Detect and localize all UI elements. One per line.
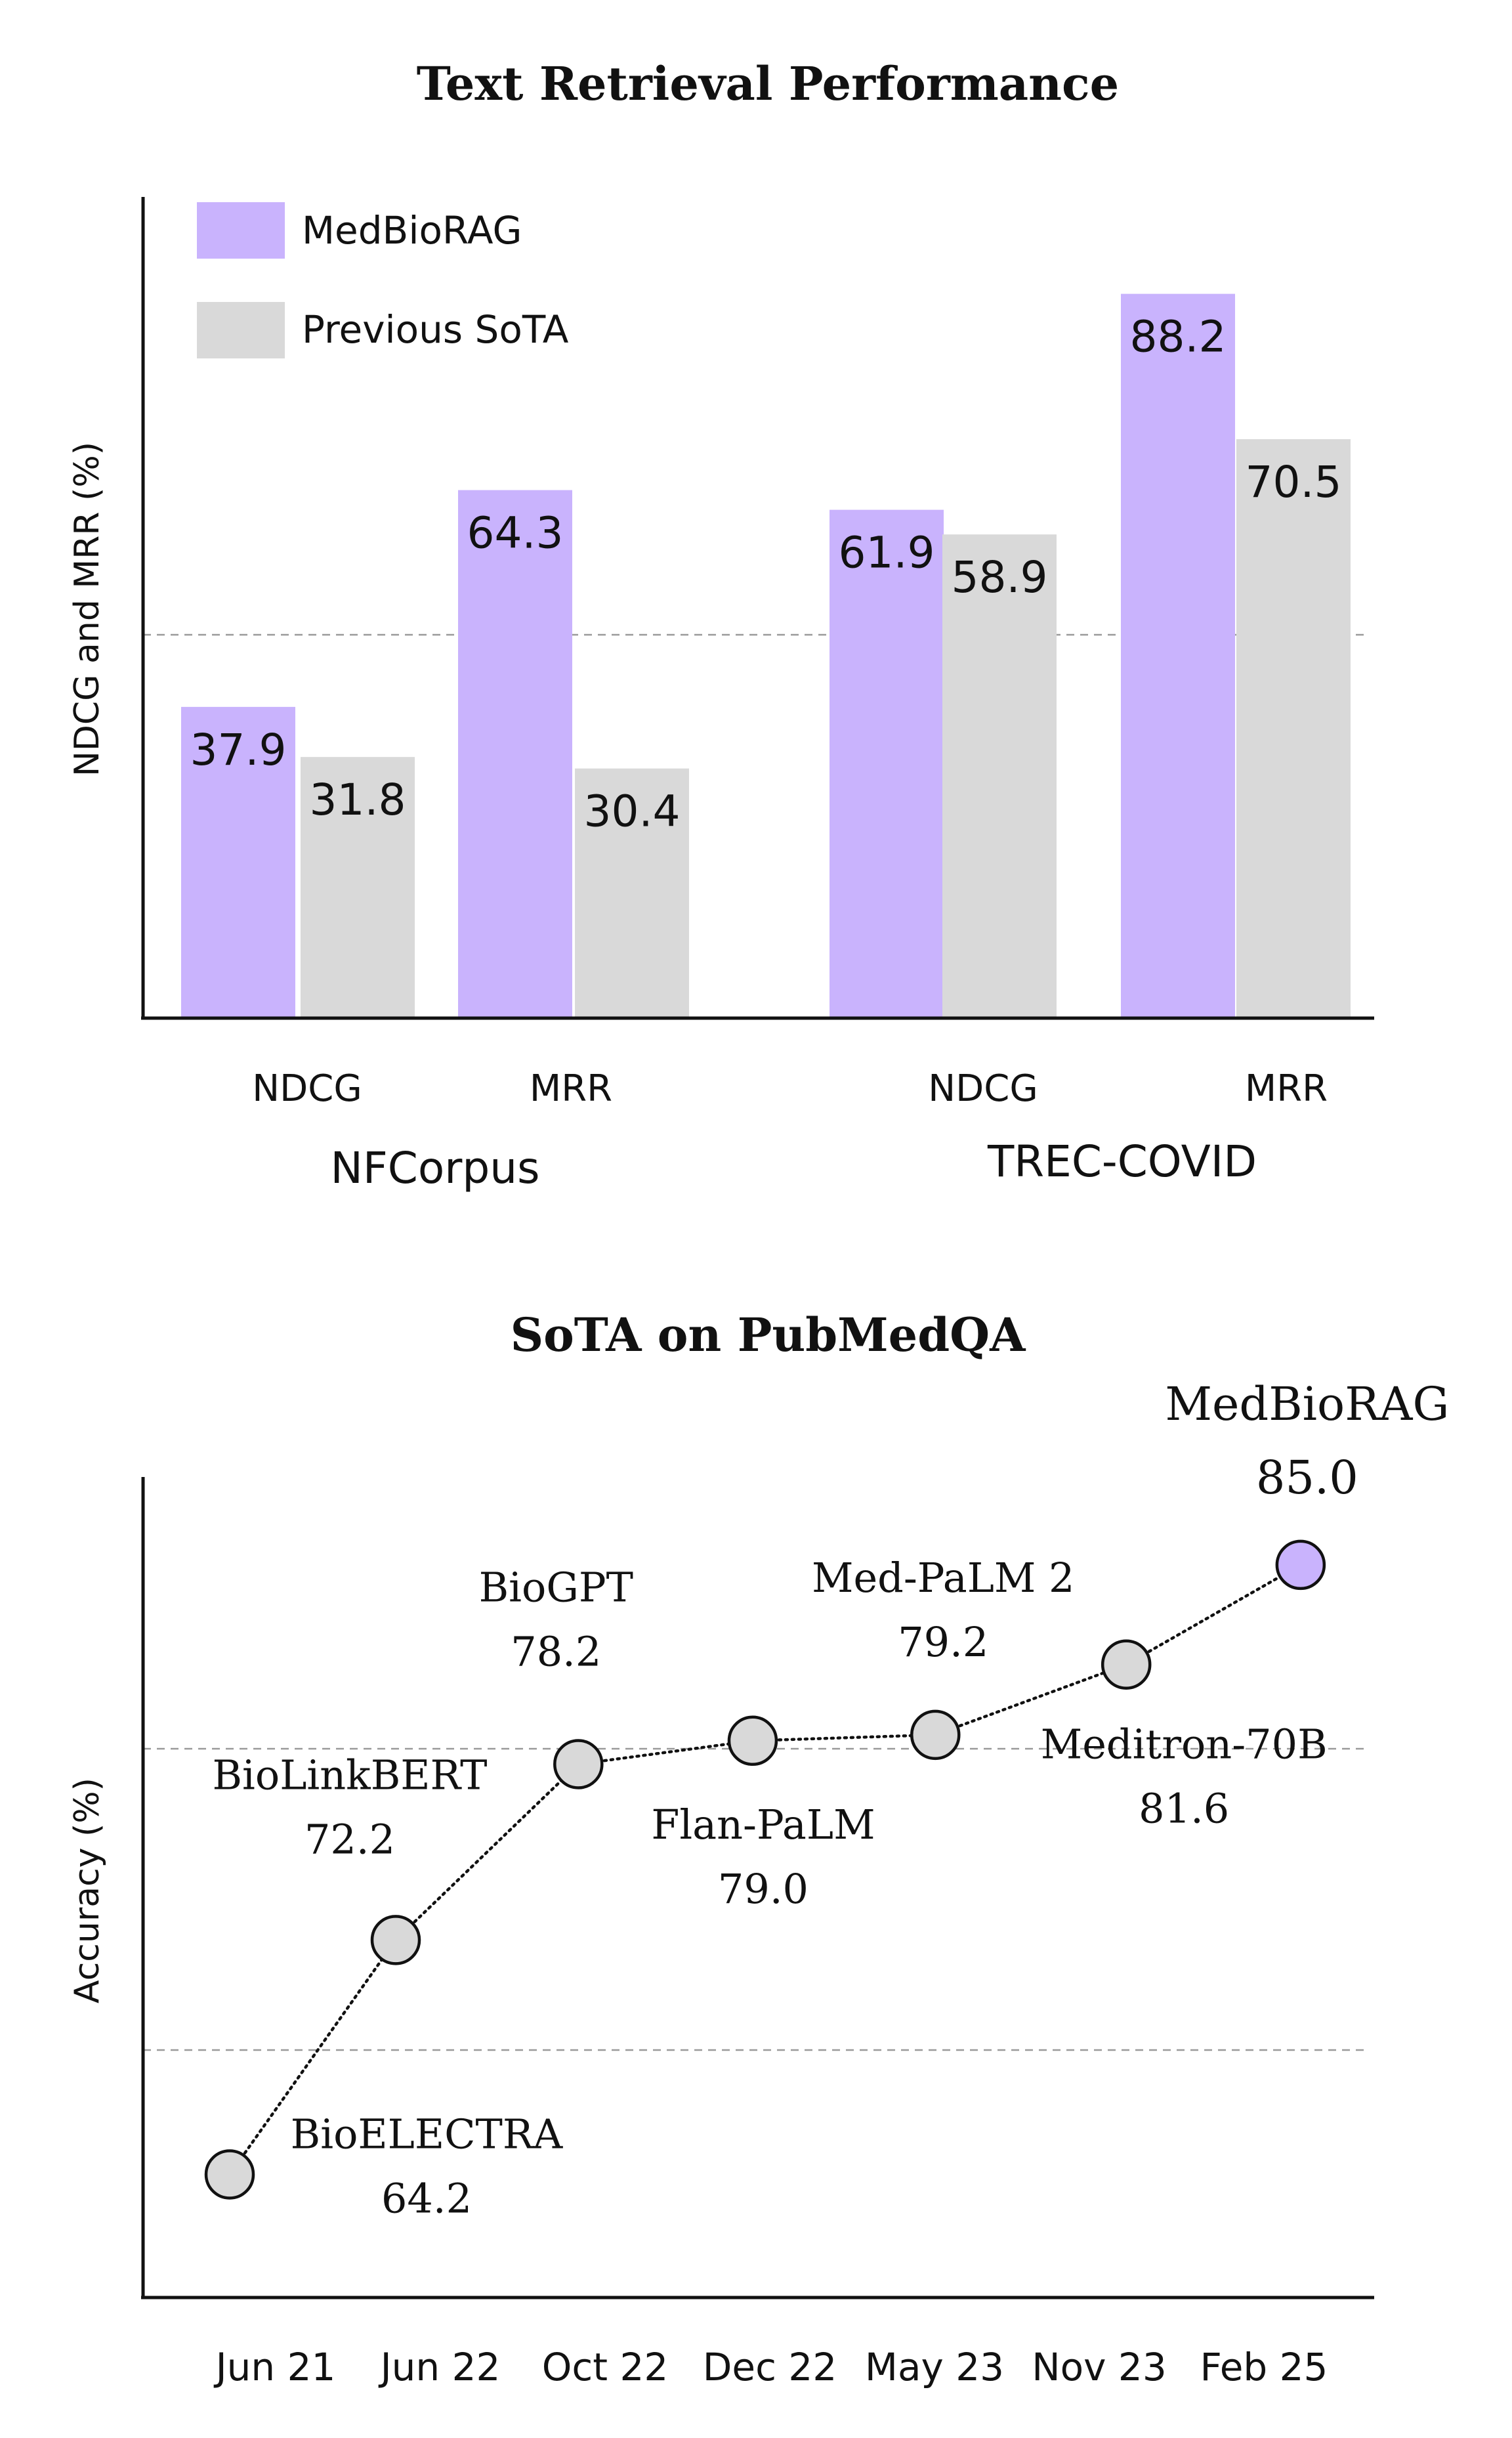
chart2-title: SoTA on PubMedQA [511,1308,1027,1362]
chart2-x-tick-label: Dec 22 [703,2345,837,2389]
point-med-palm-2 [910,1709,961,1761]
chart2-x-tick-labels: Jun 21 Jun 22 Oct 22 Dec 22 May 23 Nov 23 Feb … [214,2345,1328,2389]
bar-previous-sota-nfcorpus-ndcg [301,757,415,1018]
chart1-legend: MedBioRAG Previous SoTA [197,202,569,358]
chart1-bar-labels: 37.9 31.8 64.3 30.4 61.9 58.9 88.2 70.5 [190,312,1342,837]
chart1-y-axis-label: NDCG and MRR (%) [68,442,107,777]
legend-swatch-previous-sota [197,302,285,358]
bar-previous-sota-nfcorpus-mrr [575,768,689,1018]
chart1-x-tick-label: MRR [530,1067,612,1110]
point-model-label: BioGPT [479,1564,633,1612]
point-model-label: Med-PaLM 2 [812,1554,1075,1602]
bar-value-label: 88.2 [1130,312,1227,362]
point-model-label: BioLinkBERT [213,1751,488,1799]
legend-label-medbiorag: MedBioRAG [302,208,522,253]
chart2-x-tick-label: Jun 22 [379,2345,501,2389]
chart2-y-axis-label: Accuracy (%) [68,1778,107,2003]
bar-medbiorag-nfcorpus-mrr [458,490,572,1018]
point-model-label: Meditron-70B [1041,1721,1328,1768]
chart1-group-labels: NFCorpus TREC-COVID [330,1136,1257,1193]
bar-previous-sota-trec-covid-mrr [1236,439,1351,1018]
bar-medbiorag-trec-covid-ndcg [830,509,944,1018]
chart2-connector-line [577,1739,755,1766]
chart2-x-tick-label: Nov 23 [1032,2345,1166,2389]
point-model-label: MedBioRAG [1165,1377,1449,1431]
point-value-label: 78.2 [511,1628,601,1676]
legend-swatch-medbiorag [197,202,285,259]
point-biolinkbert [370,1915,421,1965]
bar-value-label: 61.9 [839,528,935,578]
chart2-connector-line [394,1763,580,1942]
point-value-label: 79.2 [898,1618,988,1666]
point-value-label: 85.0 [1256,1451,1358,1505]
chart1-x-tick-label: NDCG [252,1067,362,1110]
bar-medbiorag-nfcorpus-ndcg [181,706,295,1018]
chart2-connector-line [751,1733,937,1743]
bar-value-label: 37.9 [190,725,287,775]
bar-value-label: 70.5 [1246,457,1342,507]
chart1-x-tick-labels: NDCG MRR NDCG MRR [252,1067,1328,1110]
bar-medbiorag-trec-covid-mrr [1121,293,1235,1018]
chart2-connector-line [934,1663,1128,1737]
bar-value-label: 31.8 [310,775,406,825]
chart1-group-label: NFCorpus [330,1143,539,1193]
chart2-x-tick-label: Oct 22 [542,2345,669,2389]
bar-previous-sota-trec-covid-ndcg [942,534,1057,1018]
legend-label-previous-sota: Previous SoTA [302,307,569,352]
chart2-x-tick-label: Feb 25 [1200,2345,1328,2389]
pubmedqa-chart: SoTA on PubMedQA Accuracy (%) BioELECTRA… [68,1308,1449,2389]
bar-value-label: 64.3 [467,508,564,559]
bar-value-label: 30.4 [584,786,681,837]
chart2-x-tick-label: Jun 21 [214,2345,336,2389]
point-value-label: 81.6 [1139,1785,1229,1833]
chart2-connector-line [1124,1563,1303,1666]
chart1-x-tick-label: MRR [1245,1067,1328,1110]
chart2-connectors [228,1563,1303,2176]
chart1-group-label: TREC-COVID [987,1136,1257,1187]
point-value-label: 72.2 [304,1815,395,1863]
point-biogpt [553,1739,604,1789]
point-model-label: Flan-PaLM [651,1801,875,1849]
text-retrieval-chart: Text Retrieval Performance NDCG and MRR … [68,56,1374,1193]
chart2-points [204,1539,1326,2200]
chart2-point-labels: BioELECTRA 64.2 BioLinkBERT 72.2 BioGPT 78.2 F… [213,1377,1450,2223]
bar-value-label: 58.9 [952,552,1048,603]
chart1-bars [181,293,1351,1018]
point-value-label: 79.0 [718,1865,808,1913]
point-bioelectra [204,2149,255,2200]
chart2-x-tick-label: May 23 [865,2345,1004,2389]
chart1-x-tick-label: NDCG [928,1067,1038,1110]
point-value-label: 64.2 [381,2175,472,2223]
point-meditron-70b [1101,1639,1152,1690]
chart2-connector-line [228,1938,398,2176]
chart1-title: Text Retrieval Performance [417,56,1119,111]
point-flan-palm [727,1715,778,1766]
point-model-label: BioELECTRA [291,2110,564,2158]
point-medbiorag [1275,1539,1326,1591]
